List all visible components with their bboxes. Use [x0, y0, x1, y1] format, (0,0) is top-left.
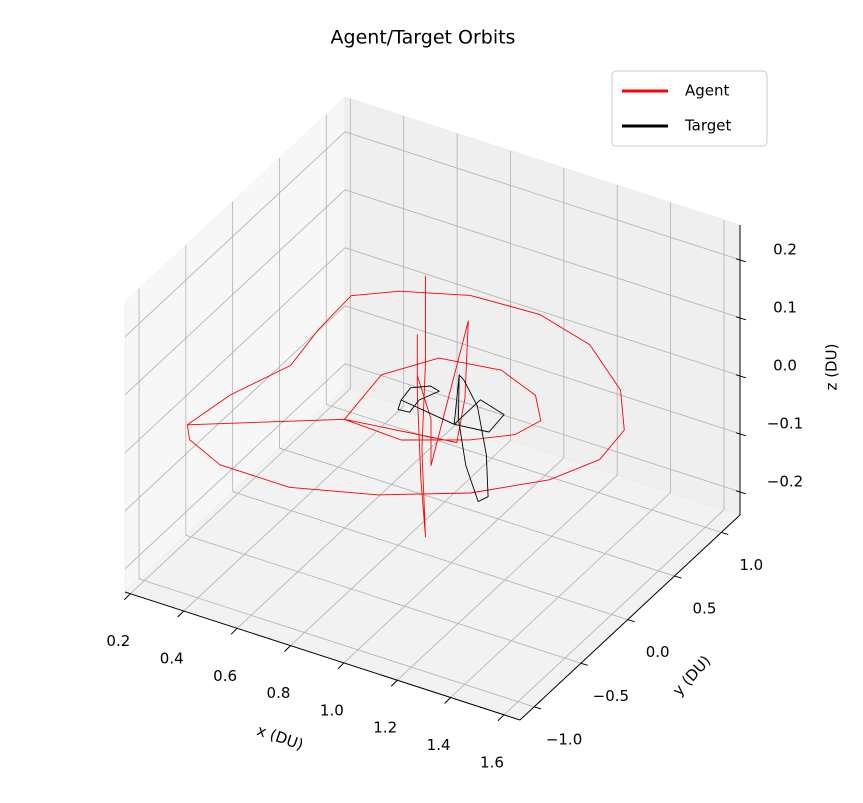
grid-line [450, 492, 671, 698]
x-axis-label: x (DU) [255, 721, 306, 754]
grid-line [396, 474, 618, 681]
x-tick-label: 0.2 [106, 632, 130, 650]
lines [186, 275, 625, 538]
z-axis-label: z (DU) [823, 344, 841, 391]
z-tick [735, 258, 747, 263]
orbit-line [397, 374, 505, 503]
x-tick [177, 610, 185, 618]
grid-line [124, 131, 346, 338]
y-tick-label: 0.5 [693, 600, 717, 618]
y-axis-label: y (DU) [669, 652, 714, 700]
grid-line [138, 578, 535, 708]
x-tick-label: 0.6 [213, 667, 237, 685]
y-tick-label: 0.0 [646, 643, 670, 661]
legend: Agent Target [611, 70, 768, 147]
orbit-line [186, 275, 625, 538]
legend-label: Target [684, 117, 732, 135]
grid-line [124, 247, 346, 454]
z-tick-label: −0.1 [767, 414, 803, 432]
grid-line [130, 388, 351, 595]
grid-line [344, 305, 741, 435]
x-tick [444, 697, 451, 704]
y-axis [519, 514, 741, 721]
legend-label: Agent [685, 82, 730, 100]
z-tick [735, 490, 747, 495]
x-tick-label: 1.6 [480, 753, 504, 771]
z-tick-label: 0.2 [773, 240, 797, 258]
x-tick-label: 0.8 [267, 684, 291, 702]
z-tick-label: 0.0 [773, 356, 797, 374]
z-tick-label: 0.1 [773, 298, 797, 316]
x-axis [124, 591, 521, 721]
y-tick-label: −0.5 [593, 687, 629, 705]
x-tick [497, 714, 505, 722]
grid-line [343, 457, 565, 664]
x-tick [284, 645, 291, 652]
grid-line [279, 447, 675, 577]
y-tick [627, 619, 635, 623]
x-tick [390, 679, 398, 687]
x-tick [337, 662, 345, 670]
chart-title: Agent/Target Orbits [331, 27, 516, 49]
x-tick [230, 627, 238, 635]
grid-line [124, 305, 346, 512]
z-tick [735, 432, 747, 437]
grid-line [344, 247, 741, 377]
grid-line [503, 509, 725, 716]
y-tick [674, 575, 682, 579]
grid-line [344, 363, 741, 493]
x-tick-label: 1.4 [427, 736, 451, 754]
grid-line [344, 131, 741, 261]
grid-line [232, 491, 628, 621]
grid-line [290, 440, 511, 646]
x-tick-label: 0.4 [160, 650, 184, 668]
panes [124, 96, 741, 721]
y-tick [580, 662, 588, 666]
grid-line [183, 405, 404, 612]
x-tick-label: 1.0 [320, 701, 344, 719]
grid-line [326, 404, 722, 533]
y-tick-label: 1.0 [739, 556, 763, 574]
x-tick-label: 1.2 [373, 719, 397, 737]
grid-line [124, 363, 346, 570]
grid-line [344, 189, 741, 319]
y-tick [721, 531, 729, 535]
grid [124, 98, 741, 716]
grid-line [185, 534, 581, 664]
z-tick [735, 374, 747, 379]
z-tick [735, 316, 747, 321]
x-tick [123, 593, 131, 601]
y-tick-label: −1.0 [546, 730, 582, 748]
y-tick [533, 706, 542, 710]
z-tick-label: −0.2 [767, 472, 803, 490]
grid-line [124, 189, 346, 396]
